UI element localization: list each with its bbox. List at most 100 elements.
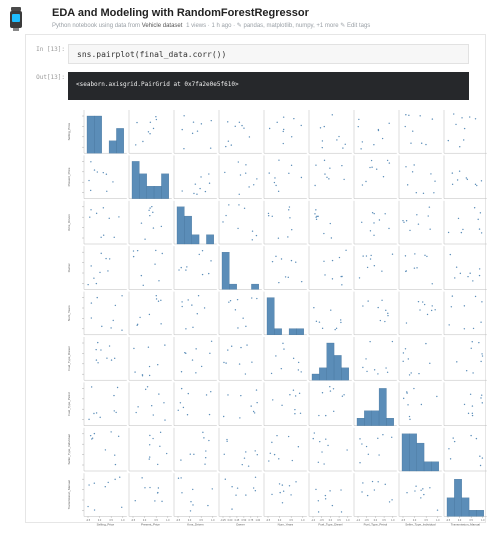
scatter-point [199, 187, 201, 190]
scatter-point [192, 121, 195, 123]
scatter-point [366, 266, 369, 269]
scatter-point [384, 213, 386, 215]
scatter-point [88, 484, 90, 486]
scatter-point [237, 227, 239, 230]
scatter-point [315, 209, 317, 211]
y-axis-label: Selling_Price [67, 123, 71, 141]
notebook-title[interactable]: EDA and Modeling with RandomForestRegres… [52, 7, 309, 19]
scatter-point [227, 394, 229, 396]
scatter-point [481, 457, 484, 459]
code-cell[interactable]: sns.pairplot(final_data.corr()) [68, 44, 469, 64]
scatter-point [121, 329, 123, 331]
scatter-point [280, 367, 283, 370]
scatter-point [290, 164, 293, 167]
scatter-point [256, 401, 258, 404]
scatter-point [391, 499, 393, 501]
scatter-point [408, 374, 411, 376]
x-tick-label: 0.5 [200, 519, 204, 522]
scatter-point [473, 207, 476, 209]
scatter-point [377, 129, 380, 132]
scatter-point [253, 184, 255, 186]
scatter-point [287, 236, 289, 238]
dataset-link[interactable]: Vehicle dataset [141, 23, 183, 29]
scatter-point [365, 445, 368, 448]
scatter-point [114, 454, 116, 456]
scatter-point [157, 463, 159, 466]
scatter-point [478, 274, 481, 277]
scatter-point [243, 457, 246, 459]
scatter-point [187, 392, 189, 395]
scatter-point [329, 167, 331, 169]
scatter-point [99, 271, 101, 274]
scatter-point [323, 159, 326, 162]
scatter-point [362, 482, 364, 484]
scatter-point [332, 388, 335, 390]
scatter-point [409, 229, 411, 232]
scatter-point [404, 125, 406, 128]
scatter-point [160, 323, 162, 325]
scatter-point [414, 490, 416, 492]
scatter-point [388, 162, 391, 164]
scatter-point [93, 277, 95, 279]
y-axis-label: Num_Years [67, 305, 71, 321]
scatter-point [146, 386, 149, 388]
histogram-bar [94, 115, 102, 154]
scatter-point [467, 412, 470, 415]
histogram-bar [319, 367, 327, 381]
scatter-point [149, 456, 151, 458]
scatter-point [165, 452, 168, 455]
scatter-point [93, 482, 96, 484]
scatter-point [97, 341, 99, 344]
x-axis-label: Transmission_Manual [451, 522, 481, 526]
scatter-point [406, 392, 408, 394]
scatter-point [369, 340, 371, 343]
scatter-point [256, 297, 258, 300]
scatter-point [208, 413, 211, 416]
scatter-point [179, 402, 182, 404]
scatter-point [113, 357, 116, 360]
scatter-point [385, 309, 387, 312]
scatter-point [407, 404, 409, 406]
scatter-point [406, 391, 408, 393]
scatter-point [93, 509, 96, 511]
scatter-point [251, 361, 253, 363]
scatter-point [463, 305, 466, 307]
scatter-point [428, 206, 431, 208]
scatter-point [467, 275, 469, 278]
scatter-point [447, 231, 450, 234]
scatter-point [279, 491, 281, 494]
scatter-point [329, 386, 331, 388]
scatter-point [378, 454, 380, 456]
scatter-point [231, 508, 233, 510]
scatter-point [135, 144, 137, 146]
scatter-point [407, 358, 410, 360]
scatter-point [377, 306, 379, 309]
scatter-point [148, 313, 151, 316]
scatter-point [405, 166, 407, 168]
scatter-point [115, 411, 117, 414]
histogram-bar [454, 479, 462, 517]
x-tick-label: 0.5 [290, 519, 294, 522]
scatter-point [430, 173, 432, 175]
scatter-point [373, 489, 376, 491]
scatter-point [469, 393, 472, 395]
scatter-point [325, 414, 327, 417]
scatter-point [245, 325, 247, 328]
scatter-point [369, 230, 372, 232]
scatter-point [326, 176, 328, 179]
histogram-bar [116, 128, 124, 154]
scatter-point [291, 228, 293, 231]
scatter-point [142, 284, 144, 287]
scatter-point [222, 415, 225, 418]
scatter-point [255, 234, 258, 237]
scatter-point [182, 406, 185, 409]
scatter-point [204, 190, 207, 193]
scatter-point [415, 485, 417, 487]
scatter-point [295, 481, 297, 483]
scatter-point [300, 280, 303, 283]
scatter-point [158, 280, 160, 282]
scatter-point [358, 277, 361, 279]
scatter-point [330, 237, 333, 239]
scatter-point [271, 441, 273, 444]
scatter-point [134, 500, 136, 502]
